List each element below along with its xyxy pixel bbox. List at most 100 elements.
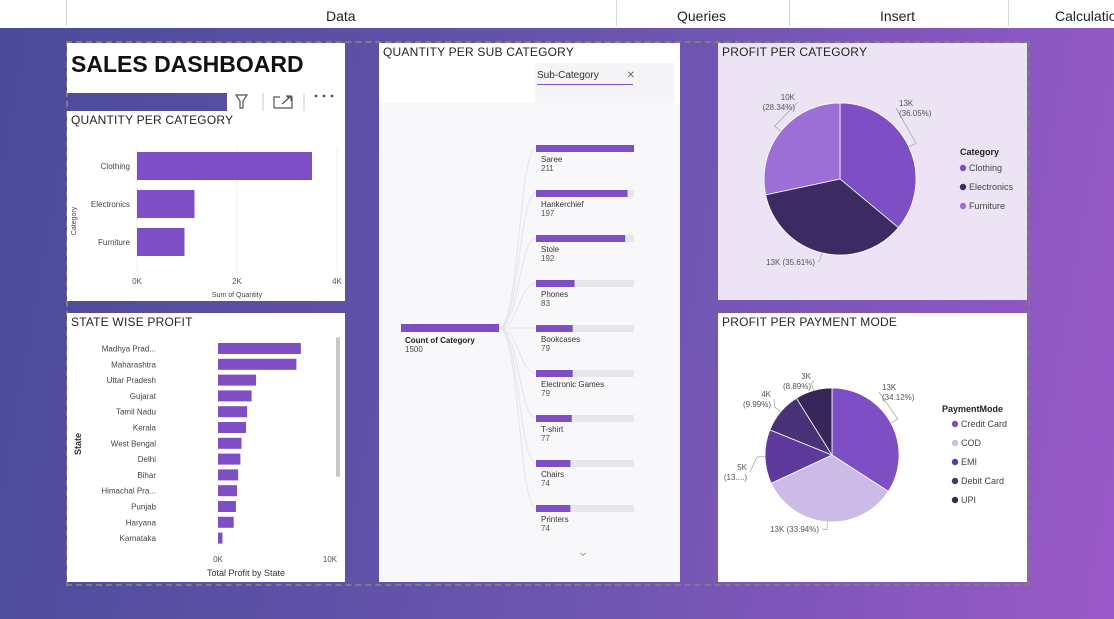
profit-per-payment-mode-chart: PaymentMode 13K(34.12%) 13K (33.94%) 5K(13…: [724, 372, 1007, 534]
bar: [218, 516, 234, 528]
sub-category-chip[interactable]: Sub-Category ✕: [537, 70, 635, 85]
node-value: 77: [541, 434, 550, 443]
node-value: 197: [541, 209, 555, 218]
state-label: Delhi: [138, 455, 156, 464]
bar: [218, 422, 246, 433]
state-wise-profit-card[interactable]: STATE WISE PROFIT State Total Profit by …: [67, 313, 345, 582]
tab-queries[interactable]: Queries: [677, 8, 727, 24]
bar: [536, 460, 571, 467]
bar: [218, 469, 239, 481]
data-label: 3K: [801, 372, 811, 381]
data-label: 13K: [882, 383, 897, 392]
connector: [498, 147, 537, 329]
connector: [498, 327, 537, 419]
profit-per-category-card[interactable]: PROFIT PER CATEGORY Category 13K (36.05%)…: [718, 43, 1027, 300]
root-value: 1500: [405, 345, 423, 354]
legend-title: PaymentMode: [942, 404, 1003, 414]
x-tick-label: 10K: [323, 555, 338, 564]
connector: [498, 327, 537, 509]
legend-marker: [951, 439, 959, 447]
more-options-icon[interactable]: [314, 94, 334, 98]
connector: [498, 192, 537, 329]
legend-marker: [951, 477, 959, 485]
leader-line: [821, 521, 828, 531]
tab-calculations[interactable]: Calculations: [1055, 8, 1114, 24]
legend-marker: [951, 458, 959, 466]
legend-marker: [951, 420, 959, 428]
leader-line: [773, 398, 781, 413]
ribbon-separator: [616, 0, 617, 26]
title-card: SALES DASHBOARD: [67, 43, 345, 93]
leader-line: [749, 456, 766, 473]
bar: [218, 532, 223, 544]
y-axis-title: Category: [71, 206, 78, 235]
node-label: Phones: [541, 290, 568, 299]
data-label: (8.89%): [783, 382, 811, 391]
connector: [498, 327, 537, 374]
data-label: 10K: [781, 93, 796, 102]
chart-title: PROFIT PER PAYMENT MODE: [722, 315, 898, 329]
quantity-per-sub-category-card[interactable]: QUANTITY PER SUB CATEGORY Sub-Category ✕…: [379, 43, 680, 582]
data-label: 5K: [737, 463, 747, 472]
data-label: (28.34%): [763, 103, 796, 112]
state-label: Himachal Pra...: [101, 487, 156, 496]
bar: [218, 374, 257, 386]
state-label: Karnataka: [120, 534, 157, 543]
bar-track: [536, 325, 634, 332]
ribbon-separator: [1008, 0, 1009, 26]
data-label: (13....): [724, 473, 747, 482]
decomposition-tree-area: [379, 103, 680, 582]
legend-marker: [951, 496, 959, 504]
profit-per-payment-mode-card[interactable]: PROFIT PER PAYMENT MODE PaymentMode 13K(…: [718, 313, 1027, 582]
state-label: Kerala: [133, 424, 157, 433]
chart-title: STATE WISE PROFIT: [71, 315, 193, 329]
level-header: [535, 63, 675, 103]
scroll-down-icon[interactable]: ⌄: [577, 543, 589, 559]
legend-item: Debit Card: [961, 476, 1004, 486]
bar: [218, 406, 248, 418]
pie-slice: [764, 429, 834, 484]
quantity-per-category-card[interactable]: QUANTITY PER CATEGORY Category Sum of Qu…: [67, 111, 345, 301]
connector: [498, 327, 537, 464]
bar-track: [536, 505, 634, 512]
node-value: 74: [541, 524, 550, 533]
state-label: Tamil Nadu: [116, 408, 156, 417]
bar: [218, 485, 238, 497]
bar-track: [536, 280, 634, 287]
legend-item: EMI: [961, 457, 977, 467]
ribbon-separator: [789, 0, 790, 26]
connector: [498, 282, 537, 329]
node-value: 74: [541, 479, 550, 488]
y-axis-title: State: [73, 433, 83, 455]
vertical-scrollbar[interactable]: [336, 337, 340, 477]
bar-track: [536, 415, 634, 422]
bar: [137, 152, 312, 180]
profit-per-category-chart: Category 13K(36.05%) 13K (35.61%) 10K(28.3…: [763, 93, 1014, 267]
node-label: Bookcases: [541, 335, 580, 344]
bar: [536, 190, 628, 197]
pie-slice: [770, 454, 889, 523]
ribbon: Data Queries Insert Calculations: [0, 0, 1114, 28]
root-bar[interactable]: [401, 324, 499, 332]
data-label: 13K: [899, 99, 914, 108]
legend-marker: [959, 164, 967, 172]
bar: [536, 370, 573, 377]
node-label: Chairs: [541, 470, 564, 479]
bar: [137, 228, 185, 256]
node-label: Electronic Games: [541, 380, 604, 389]
close-icon[interactable]: ✕: [626, 70, 635, 81]
state-label: Punjab: [131, 503, 156, 512]
leader-line: [878, 391, 899, 424]
focus-mode-icon[interactable]: [273, 95, 293, 109]
x-tick-label: 0K: [132, 277, 142, 286]
bar: [536, 235, 626, 242]
filter-icon[interactable]: [234, 94, 249, 109]
state-label: West Bengal: [111, 439, 156, 448]
bar: [218, 390, 252, 402]
leader-line: [895, 107, 917, 148]
chart-title: PROFIT PER CATEGORY: [722, 45, 868, 59]
connector: [498, 237, 537, 329]
tab-data[interactable]: Data: [326, 8, 356, 24]
tab-insert[interactable]: Insert: [880, 8, 916, 24]
